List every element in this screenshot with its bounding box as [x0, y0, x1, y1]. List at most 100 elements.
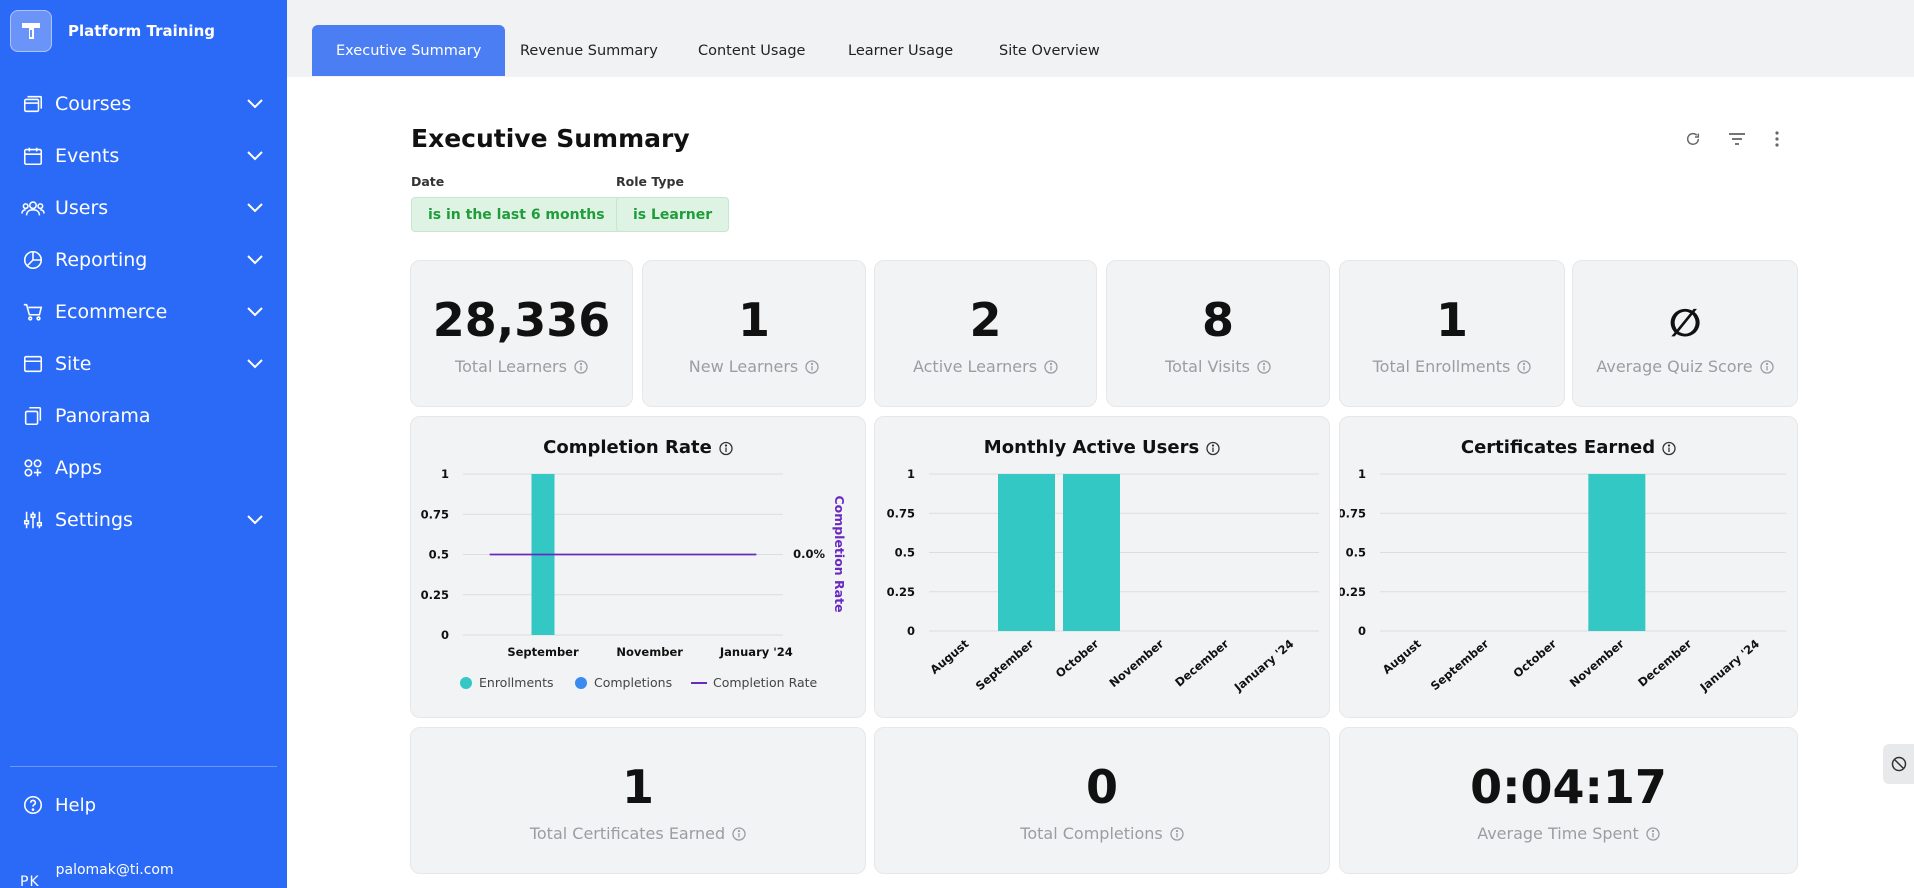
x-tick-label: November	[1106, 636, 1166, 690]
kpi-label: Active Learners	[875, 357, 1096, 376]
chart-tile-completion-rate: Completion Rate 0 0.25 0.5 0.75 1 September No…	[410, 416, 866, 718]
kpi-label: Total Completions	[875, 824, 1329, 843]
sidebar-item-settings[interactable]: Settings	[0, 494, 287, 546]
sidebar-item-courses[interactable]: Courses	[0, 78, 287, 130]
filter-icon[interactable]	[1726, 128, 1748, 150]
info-icon[interactable]	[1206, 441, 1220, 455]
info-icon[interactable]	[805, 359, 819, 374]
tab-learner-usage[interactable]: Learner Usage	[848, 42, 954, 59]
courses-icon	[20, 91, 46, 117]
bar[interactable]	[1063, 474, 1120, 631]
kpi-value: 0:04:17	[1470, 760, 1667, 814]
user-profile[interactable]: PK palomak@ti.com	[20, 862, 174, 888]
help-link[interactable]: Help	[20, 792, 96, 818]
chart-title: Certificates Earned	[1340, 437, 1797, 458]
chart-title-text: Completion Rate	[543, 437, 712, 458]
y-tick-label: 0.75	[1340, 506, 1366, 520]
kpi-label: Total Visits	[1107, 357, 1329, 376]
filter-chip-date[interactable]: is in the last 6 months	[411, 197, 622, 232]
info-icon[interactable]	[574, 359, 588, 374]
pie-chart-icon	[20, 247, 46, 273]
tab-bar: Executive Summary Revenue Summary Conten…	[287, 0, 1914, 77]
page-title: Executive Summary	[411, 124, 690, 153]
kpi-label-text: Total Certificates Earned	[529, 824, 726, 843]
kpi-value: 0	[1085, 760, 1118, 814]
legend-label: Completions	[594, 675, 672, 690]
kpi-value: 2	[969, 293, 1002, 347]
kpi-label: Total Certificates Earned	[411, 824, 865, 843]
sidebar-item-label: Users	[55, 197, 109, 219]
chevron-down-icon[interactable]	[245, 146, 265, 166]
chevron-down-icon[interactable]	[245, 302, 265, 322]
kpi-label-text: Total Enrollments	[1372, 357, 1511, 376]
info-icon[interactable]	[1044, 359, 1058, 374]
sidebar-item-panorama[interactable]: Panorama	[0, 390, 287, 442]
y-tick-label: 0.5	[1346, 546, 1366, 560]
more-options-icon[interactable]	[1766, 128, 1788, 150]
kpi-value: 1	[621, 760, 654, 814]
sidebar-item-reporting[interactable]: Reporting	[0, 234, 287, 286]
info-icon[interactable]	[1662, 441, 1676, 455]
legend-label: Completion Rate	[713, 675, 818, 690]
tab-site-overview[interactable]: Site Overview	[999, 42, 1100, 59]
x-tick-label: November	[1567, 636, 1627, 690]
kpi-value: 1	[1435, 293, 1468, 347]
kpi-label: New Learners	[643, 357, 865, 376]
kpi-value: ∅	[1668, 301, 1702, 345]
info-icon[interactable]	[1646, 826, 1660, 841]
chevron-down-icon[interactable]	[245, 354, 265, 374]
x-tick-label: January '24	[1697, 637, 1763, 695]
completion-rate-chart: 0 0.25 0.5 0.75 1 September November January '2…	[421, 467, 847, 690]
chevron-down-icon[interactable]	[245, 94, 265, 114]
brand[interactable]: Platform Training	[10, 10, 215, 52]
sidebar-item-users[interactable]: Users	[0, 182, 287, 234]
sidebar-item-apps[interactable]: Apps	[0, 442, 287, 494]
chart-title-text: Certificates Earned	[1460, 437, 1656, 458]
x-tick-label: September	[973, 636, 1037, 693]
legend-swatch	[575, 677, 587, 689]
info-icon[interactable]	[732, 826, 746, 841]
y2-tick-label: 0.0%	[793, 547, 825, 561]
sidebar-nav: Courses Events Users Reporting Ecommerce…	[0, 78, 287, 546]
chevron-down-icon[interactable]	[245, 198, 265, 218]
sidebar-item-label: Events	[55, 145, 120, 167]
info-icon[interactable]	[1759, 359, 1774, 374]
user-email: palomak@ti.com	[55, 862, 174, 878]
refresh-icon[interactable]	[1682, 128, 1704, 150]
kpi-label-text: New Learners	[688, 357, 799, 376]
bar[interactable]	[1588, 474, 1646, 631]
x-tick-label: August	[1380, 636, 1425, 677]
sidebar-item-label: Ecommerce	[55, 301, 168, 323]
help-label: Help	[55, 794, 97, 816]
tab-revenue-summary[interactable]: Revenue Summary	[520, 42, 658, 59]
bar[interactable]	[998, 474, 1055, 631]
y-tick-label: 0.25	[421, 588, 449, 602]
kpi-tile-total-completions: 0 Total Completions	[874, 727, 1330, 874]
info-icon[interactable]	[1257, 359, 1271, 374]
kpi-label-text: Total Learners	[455, 357, 567, 376]
kpi-tile-total-visits: 8 Total Visits	[1106, 260, 1330, 407]
tab-executive-summary[interactable]: Executive Summary	[312, 25, 506, 76]
block-icon[interactable]	[1883, 744, 1914, 784]
info-icon[interactable]	[1517, 359, 1532, 374]
certificates-earned-chart: 0 0.25 0.5 0.75 1 August September October Novem…	[1340, 467, 1786, 695]
kpi-label-text: Total Completions	[1020, 824, 1163, 843]
info-icon[interactable]	[1170, 826, 1184, 841]
sidebar-item-ecommerce[interactable]: Ecommerce	[0, 286, 287, 338]
chart-title: Completion Rate	[411, 437, 865, 458]
chevron-down-icon[interactable]	[245, 510, 265, 530]
sidebar-divider	[10, 766, 277, 767]
kpi-tile-total-learners: 28,336 Total Learners	[410, 260, 633, 407]
x-tick-label: December	[1172, 636, 1232, 689]
filter-chip-role-type[interactable]: is Learner	[616, 197, 730, 232]
tab-content-usage[interactable]: Content Usage	[698, 42, 806, 59]
kpi-label-text: Average Quiz Score	[1596, 357, 1753, 376]
kpi-label-text: Active Learners	[912, 357, 1038, 376]
chevron-down-icon[interactable]	[245, 250, 265, 270]
sidebar-item-site[interactable]: Site	[0, 338, 287, 390]
info-icon[interactable]	[719, 441, 733, 455]
y-tick-label: 0	[907, 624, 915, 638]
brand-logo-icon	[10, 10, 52, 52]
sidebar-item-events[interactable]: Events	[0, 130, 287, 182]
y-tick-label: 1	[1358, 467, 1366, 481]
